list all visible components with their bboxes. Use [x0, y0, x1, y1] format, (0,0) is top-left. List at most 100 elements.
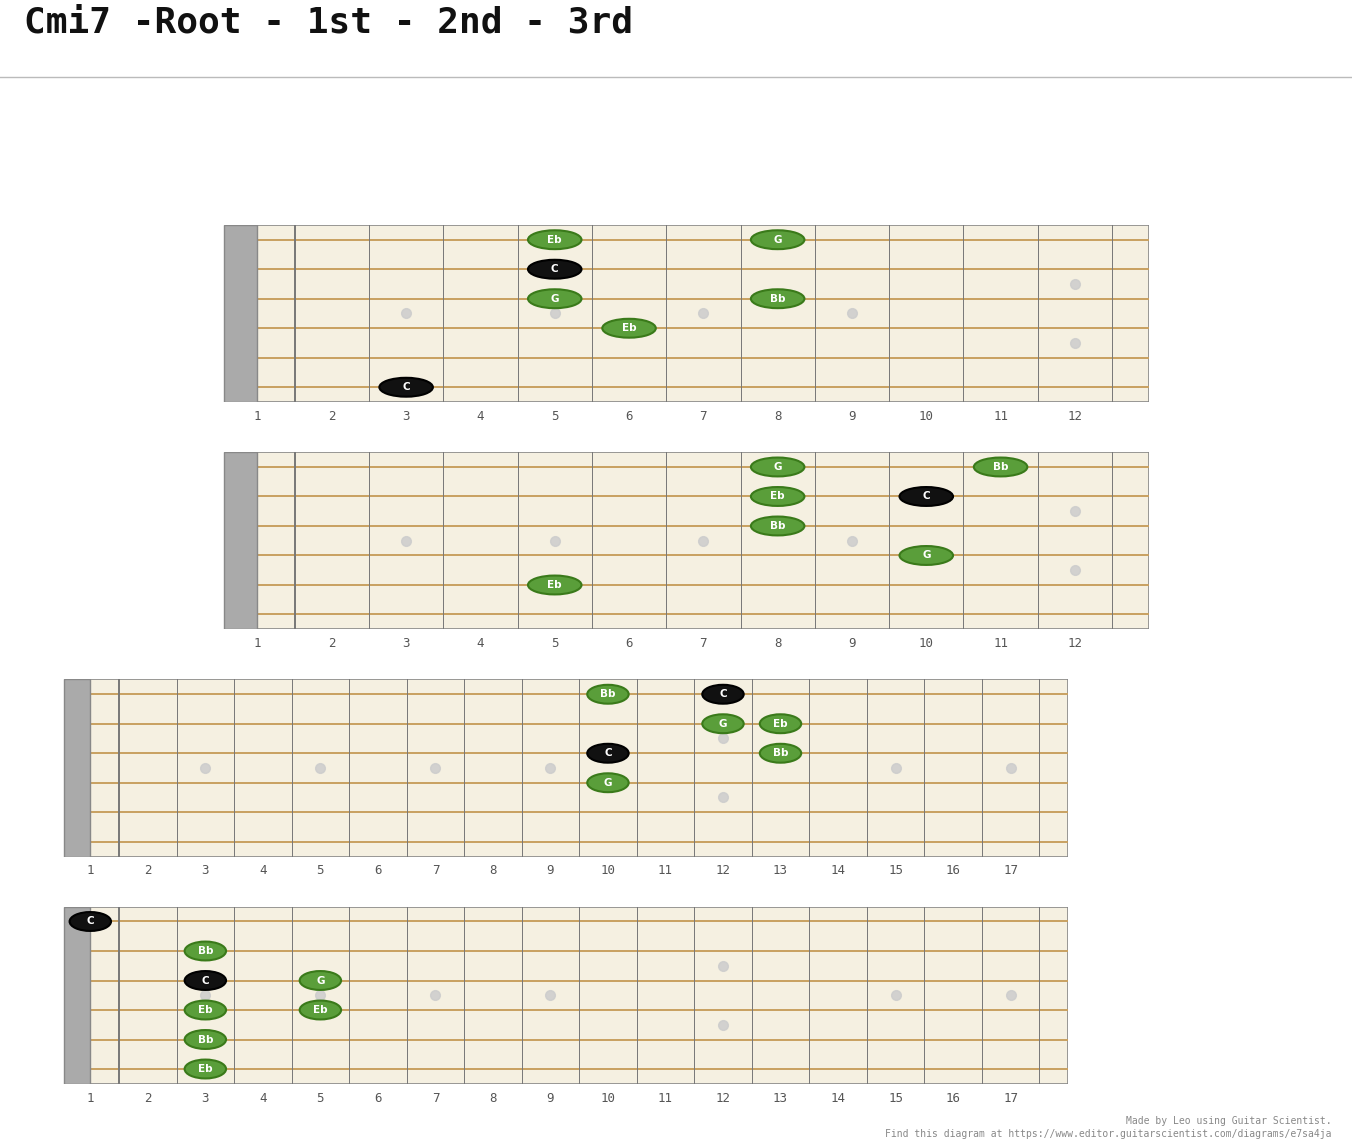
Text: 9: 9: [546, 1092, 554, 1104]
Text: 8: 8: [773, 410, 781, 423]
Text: 5: 5: [552, 637, 558, 650]
Text: 14: 14: [830, 1092, 845, 1104]
Text: 11: 11: [994, 637, 1009, 650]
Text: 13: 13: [773, 1092, 788, 1104]
Text: 9: 9: [848, 410, 856, 423]
Text: Eb: Eb: [314, 1005, 327, 1015]
Text: 2: 2: [145, 864, 151, 877]
Text: G: G: [719, 718, 727, 729]
Ellipse shape: [702, 714, 744, 733]
Text: C: C: [604, 748, 611, 758]
Text: Bb: Bb: [600, 690, 615, 699]
Text: C: C: [87, 917, 95, 926]
Text: 3: 3: [201, 1092, 210, 1104]
Text: 7: 7: [431, 864, 439, 877]
Text: 7: 7: [699, 410, 707, 423]
Ellipse shape: [529, 576, 581, 595]
Text: 13: 13: [773, 864, 788, 877]
Ellipse shape: [602, 319, 656, 338]
Text: 15: 15: [888, 864, 903, 877]
Ellipse shape: [587, 743, 629, 763]
Text: G: G: [773, 463, 781, 472]
Text: 12: 12: [1067, 410, 1083, 423]
Text: 6: 6: [625, 637, 633, 650]
Text: 5: 5: [316, 1092, 324, 1104]
Text: 14: 14: [830, 864, 845, 877]
Text: Cmi7 -Root - 1st - 2nd - 3rd: Cmi7 -Root - 1st - 2nd - 3rd: [24, 6, 633, 39]
Text: 6: 6: [625, 410, 633, 423]
Text: C: C: [550, 264, 558, 274]
Text: 10: 10: [600, 864, 615, 877]
Text: 1: 1: [254, 410, 261, 423]
Ellipse shape: [69, 912, 111, 931]
Ellipse shape: [300, 1000, 341, 1020]
Ellipse shape: [185, 971, 226, 990]
Ellipse shape: [587, 685, 629, 703]
Text: C: C: [403, 383, 410, 392]
Text: 16: 16: [945, 864, 960, 877]
Ellipse shape: [300, 971, 341, 990]
Text: Eb: Eb: [548, 235, 562, 244]
Text: G: G: [316, 975, 324, 986]
Text: 7: 7: [431, 1092, 439, 1104]
Text: Bb: Bb: [197, 1035, 214, 1045]
Ellipse shape: [529, 231, 581, 249]
Text: Made by Leo using Guitar Scientist.: Made by Leo using Guitar Scientist.: [1126, 1117, 1332, 1126]
Text: G: G: [604, 778, 612, 788]
Text: Bb: Bb: [769, 521, 786, 531]
Text: 17: 17: [1003, 864, 1018, 877]
Text: 4: 4: [260, 864, 266, 877]
Text: 4: 4: [477, 410, 484, 423]
Bar: [65, 679, 91, 856]
Text: Eb: Eb: [622, 323, 637, 333]
Text: 1: 1: [87, 1092, 95, 1104]
Ellipse shape: [185, 1060, 226, 1078]
Text: Eb: Eb: [197, 1005, 212, 1015]
Text: 16: 16: [945, 1092, 960, 1104]
Text: 2: 2: [145, 1092, 151, 1104]
Text: Bb: Bb: [769, 293, 786, 304]
Text: 10: 10: [919, 637, 934, 650]
Ellipse shape: [529, 259, 581, 279]
Text: 5: 5: [552, 410, 558, 423]
Text: 4: 4: [260, 1092, 266, 1104]
Ellipse shape: [899, 486, 953, 506]
Ellipse shape: [529, 289, 581, 308]
Ellipse shape: [185, 1000, 226, 1020]
Text: G: G: [773, 235, 781, 244]
Ellipse shape: [750, 516, 804, 536]
Ellipse shape: [750, 486, 804, 506]
Ellipse shape: [587, 773, 629, 793]
Text: Find this diagram at https://www.editor.guitarscientist.com/diagrams/e7sa4ja: Find this diagram at https://www.editor.…: [886, 1129, 1332, 1139]
Text: C: C: [201, 975, 210, 986]
Text: 9: 9: [546, 864, 554, 877]
Text: 8: 8: [489, 864, 496, 877]
Text: Eb: Eb: [548, 580, 562, 590]
Ellipse shape: [899, 546, 953, 565]
Bar: [224, 225, 257, 402]
Text: 12: 12: [715, 864, 730, 877]
Ellipse shape: [185, 1030, 226, 1049]
Ellipse shape: [750, 289, 804, 308]
Text: 9: 9: [848, 637, 856, 650]
Text: 12: 12: [1067, 637, 1083, 650]
Text: 3: 3: [403, 637, 410, 650]
Text: 2: 2: [329, 410, 335, 423]
Text: Eb: Eb: [771, 491, 786, 501]
Text: Eb: Eb: [773, 718, 788, 729]
Text: 8: 8: [489, 1092, 496, 1104]
Text: 1: 1: [87, 864, 95, 877]
Ellipse shape: [702, 685, 744, 703]
Text: 6: 6: [375, 1092, 381, 1104]
Text: 3: 3: [201, 864, 210, 877]
Bar: [65, 907, 91, 1084]
Ellipse shape: [750, 458, 804, 476]
Ellipse shape: [760, 743, 802, 763]
Text: 11: 11: [994, 410, 1009, 423]
Text: 15: 15: [888, 1092, 903, 1104]
Text: 3: 3: [403, 410, 410, 423]
Text: 4: 4: [477, 637, 484, 650]
Text: 11: 11: [658, 864, 673, 877]
Ellipse shape: [380, 378, 433, 396]
Bar: [224, 452, 257, 629]
